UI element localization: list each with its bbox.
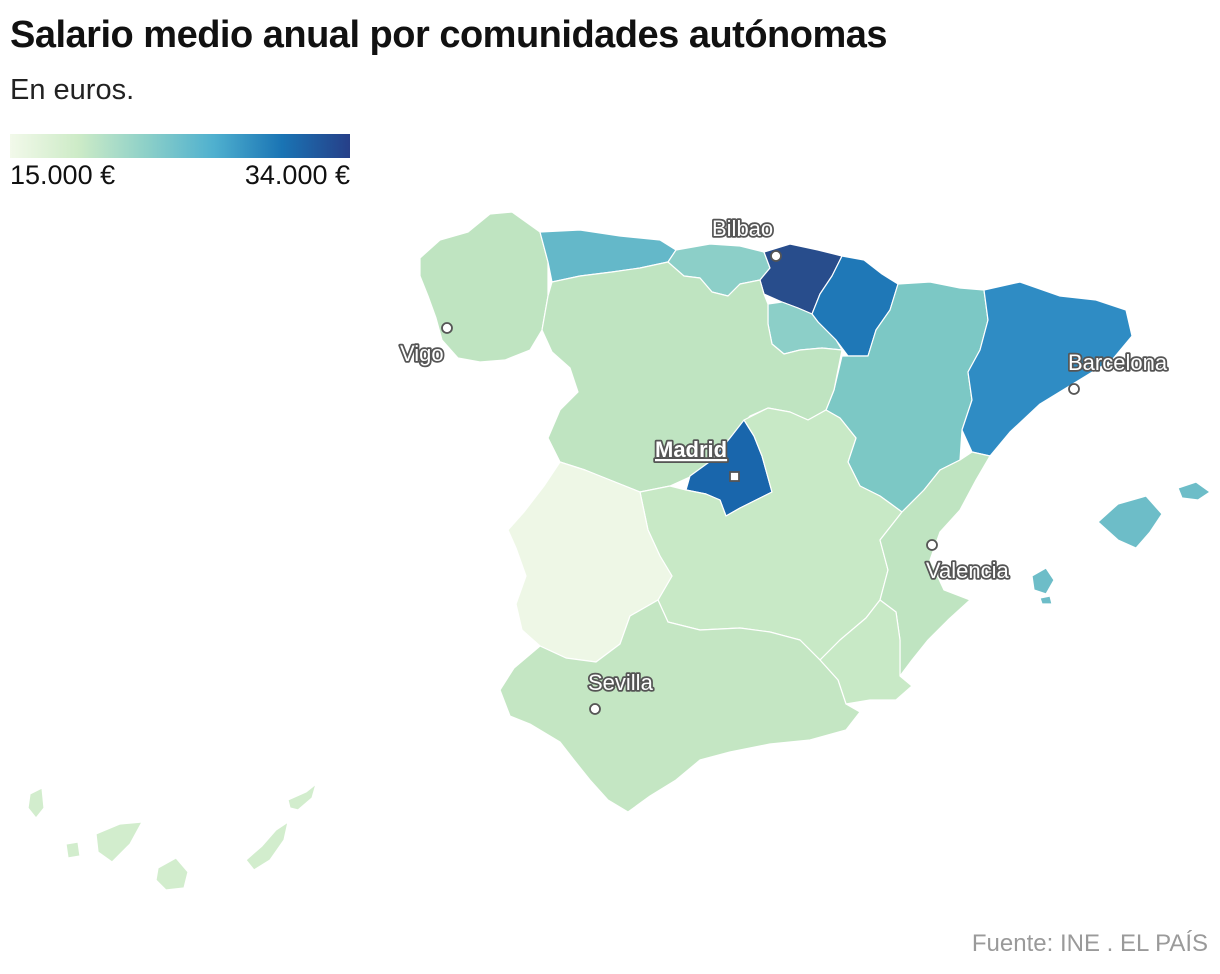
- map-title: Salario medio anual por comunidades autó…: [10, 14, 888, 56]
- city-label-sevilla: Sevilla: [588, 670, 654, 695]
- region-castilla-y-leon[interactable]: Castilla y León: [541, 261, 843, 493]
- cities-layer: Bilbao Vigo Barcelona Madrid Valencia Se…: [398, 214, 1170, 715]
- region-canarias[interactable]: Canarias Canarias Canarias Canarias Cana…: [27, 783, 317, 891]
- city-label-bilbao: Bilbao: [712, 216, 773, 241]
- city-marker-valencia: [926, 539, 938, 551]
- city-marker-vigo: [441, 322, 453, 334]
- region-balears[interactable]: Illes Balears Illes Balears Illes Balear…: [1031, 481, 1211, 605]
- region-galicia[interactable]: Galicia: [419, 211, 549, 363]
- city-marker-barcelona: [1068, 383, 1080, 395]
- map-subtitle: En euros.: [10, 74, 135, 106]
- region-cataluna[interactable]: Cataluña: [961, 281, 1133, 457]
- source-credit: Fuente: INE . EL PAÍS: [971, 930, 1208, 957]
- legend-max-label: 34.000 €: [244, 160, 350, 190]
- legend-min-label: 15.000 €: [10, 160, 116, 190]
- city-label-madrid: Madrid: [655, 437, 727, 462]
- legend-color-ramp: [10, 134, 350, 158]
- city-label-valencia: Valencia: [926, 558, 1010, 583]
- city-marker-bilbao: [770, 250, 782, 262]
- regions-layer: Galicia Asturias Cantabria País Vasco Na…: [27, 211, 1211, 891]
- city-marker-madrid: [729, 471, 740, 482]
- region-andalucia[interactable]: Andalucía: [499, 599, 861, 813]
- city-label-vigo: Vigo: [400, 341, 444, 366]
- region-murcia[interactable]: Región de Murcia: [819, 599, 913, 705]
- city-marker-sevilla: [589, 703, 601, 715]
- city-label-barcelona: Barcelona: [1068, 350, 1168, 375]
